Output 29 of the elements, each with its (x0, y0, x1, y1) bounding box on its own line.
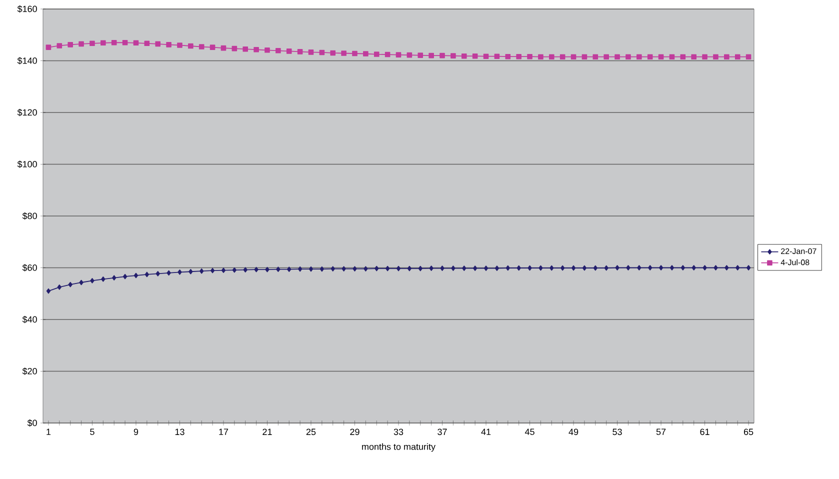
x-tick-label: 13 (175, 428, 184, 436)
y-tick-label: $120 (17, 108, 37, 116)
y-tick-label: $40 (22, 316, 37, 324)
legend-label: 4-Jul-08 (780, 259, 810, 266)
y-tick-label: $100 (17, 160, 37, 168)
x-tick-label: 61 (700, 428, 710, 436)
x-tick-label: 5 (90, 428, 94, 435)
x-tick-label: 65 (744, 428, 754, 436)
x-tick-label: 33 (394, 428, 404, 436)
y-tick-label: $160 (17, 5, 37, 13)
x-tick-label: 49 (568, 428, 578, 436)
x-tick-label: 21 (262, 428, 272, 435)
y-tick-label: $20 (22, 368, 37, 375)
y-tick-label: $80 (22, 212, 37, 220)
x-tick-label: 9 (134, 428, 138, 436)
x-tick-label: 25 (306, 428, 316, 436)
x-tick-label: 29 (350, 428, 360, 436)
y-tick-label: $60 (22, 264, 37, 272)
x-tick-label: 1 (46, 428, 51, 435)
x-axis-title: months to maturity (362, 443, 436, 452)
y-tick-label: $0 (27, 419, 37, 427)
x-tick-label: 37 (438, 428, 447, 436)
x-tick-label: 57 (656, 428, 666, 435)
legend-label: 22-Jan-07 (781, 248, 816, 254)
x-tick-label: 17 (219, 428, 228, 435)
y-tick-label: $140 (17, 57, 37, 64)
x-tick-label: 41 (481, 428, 491, 435)
x-tick-label: 53 (612, 428, 622, 436)
x-tick-label: 45 (524, 428, 534, 435)
